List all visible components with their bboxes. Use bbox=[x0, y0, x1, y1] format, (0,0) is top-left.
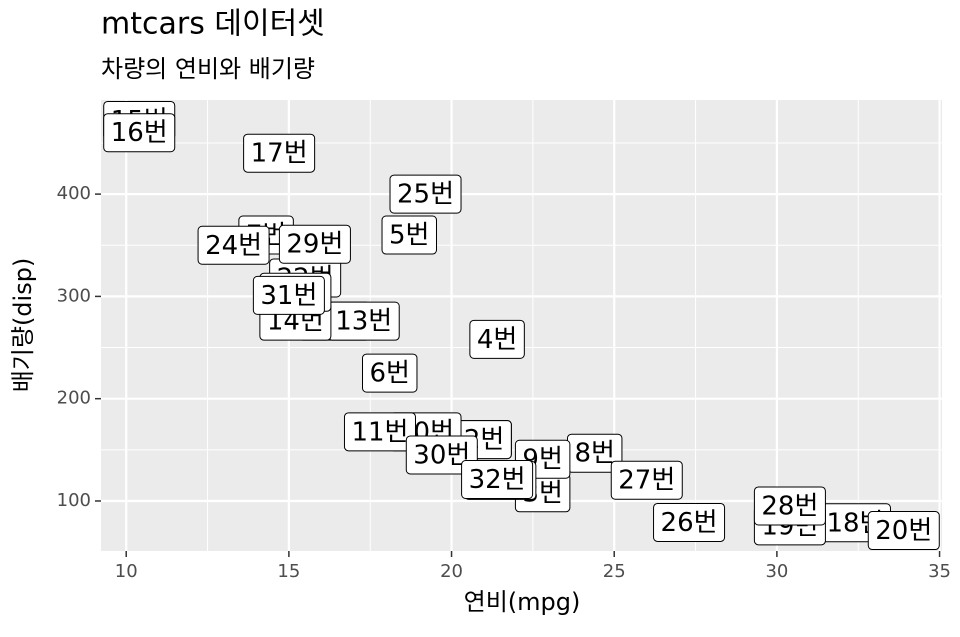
x-tick-label: 10 bbox=[115, 561, 138, 582]
point-label: 25번 bbox=[389, 174, 462, 214]
label-box bbox=[469, 319, 525, 359]
label-text: 29번 bbox=[286, 230, 343, 260]
point-label: 31번 bbox=[252, 275, 325, 315]
label-box bbox=[753, 486, 826, 526]
label-text: 32번 bbox=[469, 465, 526, 495]
y-axis-title: 배기량(disp) bbox=[9, 258, 37, 393]
label-text: 8번 bbox=[574, 439, 614, 469]
label-text: 16번 bbox=[111, 118, 168, 148]
label-text: 26번 bbox=[661, 508, 718, 538]
label-text: 5번 bbox=[389, 221, 429, 251]
label-text: 6번 bbox=[370, 359, 410, 389]
label-text: 4번 bbox=[477, 325, 517, 355]
label-box bbox=[362, 353, 418, 393]
point-label: 29번 bbox=[278, 224, 351, 264]
chart-title: mtcars 데이터셋 bbox=[101, 7, 325, 42]
label-text: 28번 bbox=[761, 491, 818, 521]
x-axis-title: 연비(mpg) bbox=[464, 588, 581, 616]
point-label: 28번 bbox=[753, 486, 826, 526]
point-label: 17번 bbox=[243, 133, 316, 173]
marks: 1번2번3번4번5번6번7번8번9번10번11번12번13번14번15번16번1… bbox=[103, 100, 940, 551]
point-label: 4번 bbox=[469, 319, 525, 359]
label-text: 25번 bbox=[397, 180, 454, 210]
y-tick-label: 400 bbox=[57, 183, 91, 204]
label-text: 20번 bbox=[875, 516, 932, 546]
label-box bbox=[389, 174, 462, 214]
label-box bbox=[103, 113, 176, 153]
label-text: 17번 bbox=[251, 139, 308, 169]
label-box bbox=[252, 275, 325, 315]
point-label: 6번 bbox=[362, 353, 418, 393]
x-tick-label: 35 bbox=[928, 561, 951, 582]
x-tick-label: 15 bbox=[277, 561, 300, 582]
y-tick-label: 100 bbox=[57, 490, 91, 511]
axes: 10 15 20 25 30 35 100 200 300 400 bbox=[57, 183, 951, 582]
point-label: 11번 bbox=[343, 412, 416, 452]
label-text: 24번 bbox=[205, 231, 262, 261]
point-label: 20번 bbox=[867, 511, 940, 551]
label-text: 31번 bbox=[260, 281, 317, 311]
point-label: 13번 bbox=[327, 301, 400, 341]
label-text: 13번 bbox=[335, 307, 392, 337]
label-box bbox=[278, 224, 351, 264]
x-tick-label: 20 bbox=[440, 561, 463, 582]
point-label: 24번 bbox=[197, 225, 270, 265]
point-label: 30번 bbox=[405, 435, 478, 475]
y-tick-label: 200 bbox=[57, 388, 91, 409]
point-label: 5번 bbox=[381, 215, 437, 255]
label-text: 30번 bbox=[413, 440, 470, 470]
x-tick-label: 25 bbox=[603, 561, 626, 582]
chart-subtitle: 차량의 연비와 배기량 bbox=[101, 55, 315, 83]
y-tick-label: 300 bbox=[57, 285, 91, 306]
point-label: 8번 bbox=[566, 433, 623, 473]
label-box bbox=[610, 460, 683, 500]
point-label: 26번 bbox=[653, 502, 726, 542]
label-text: 11번 bbox=[351, 417, 408, 447]
label-box bbox=[867, 511, 940, 551]
label-box bbox=[405, 435, 478, 475]
label-box bbox=[653, 502, 726, 542]
label-text: 27번 bbox=[618, 466, 675, 496]
point-label: 27번 bbox=[610, 460, 683, 500]
label-box bbox=[243, 133, 316, 173]
label-box bbox=[461, 459, 534, 499]
label-box bbox=[197, 225, 270, 265]
point-label: 32번 bbox=[461, 459, 534, 499]
point-label: 16번 bbox=[103, 113, 176, 153]
label-box bbox=[381, 215, 437, 255]
x-tick-label: 30 bbox=[765, 561, 788, 582]
label-box bbox=[343, 412, 416, 452]
